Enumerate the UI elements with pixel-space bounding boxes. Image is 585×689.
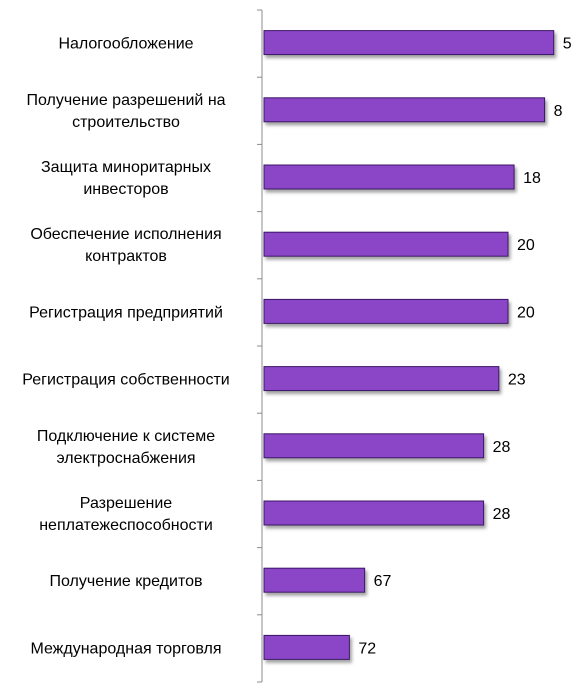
bars: [263, 30, 555, 660]
category-label-line: Налогообложение: [58, 36, 193, 53]
data-label: 18: [523, 170, 541, 187]
category-label: Получение кредитов: [50, 573, 203, 590]
category-label-line: неплатежеспособности: [39, 517, 213, 534]
bar: [263, 634, 350, 660]
category-label: Защита миноритарных инвесторов: [41, 159, 211, 198]
data-label: 72: [358, 640, 376, 657]
category-label: Регистрация собственности: [22, 372, 229, 389]
category-label: Подключение к системе электроснабжения: [37, 428, 215, 467]
bar: [263, 433, 485, 459]
category-label-line: Получение разрешений на: [26, 92, 225, 109]
category-label-line: контрактов: [85, 248, 167, 265]
category-label: Регистрация предприятий: [29, 304, 223, 321]
category-label-line: Защита миноритарных: [41, 159, 211, 176]
bar: [263, 164, 515, 190]
category-label-line: электроснабжения: [56, 450, 195, 467]
category-label: Разрешение неплатежеспособности: [39, 495, 213, 534]
bar: [263, 366, 500, 392]
category-label-line: инвесторов: [83, 181, 168, 198]
category-label: Международная торговля: [30, 640, 221, 657]
bar: [263, 97, 546, 123]
data-label: 23: [508, 372, 526, 389]
category-labels: Налогообложение Получение разрешений на ст…: [22, 36, 229, 658]
category-label-line: Международная торговля: [30, 640, 221, 657]
bar: [263, 231, 509, 257]
category-label-line: Регистрация предприятий: [29, 304, 223, 321]
data-label: 28: [493, 506, 511, 523]
bar: [263, 567, 366, 593]
category-label-line: Обеспечение исполнения: [30, 226, 221, 243]
data-label: 67: [374, 573, 392, 590]
data-label: 8: [554, 103, 563, 120]
category-label-line: Разрешение: [80, 495, 173, 512]
bar: [263, 30, 555, 56]
data-label: 28: [493, 439, 511, 456]
data-label: 20: [517, 237, 535, 254]
data-label: 5: [563, 36, 572, 53]
category-label-line: Регистрация собственности: [22, 372, 229, 389]
bar: [263, 298, 509, 324]
bar: [263, 500, 485, 526]
axis-ticks: [257, 9, 262, 683]
category-label-line: Подключение к системе: [37, 428, 215, 445]
category-label-line: строительство: [72, 114, 180, 131]
category-label: Получение разрешений на строительство: [26, 92, 225, 131]
category-label: Налогообложение: [58, 36, 193, 53]
data-label: 20: [517, 304, 535, 321]
category-label-line: Получение кредитов: [50, 573, 203, 590]
value-labels: 5 8 18 20 20 23 28 28 67 72: [358, 36, 571, 658]
category-label: Обеспечение исполнения контрактов: [30, 226, 221, 265]
